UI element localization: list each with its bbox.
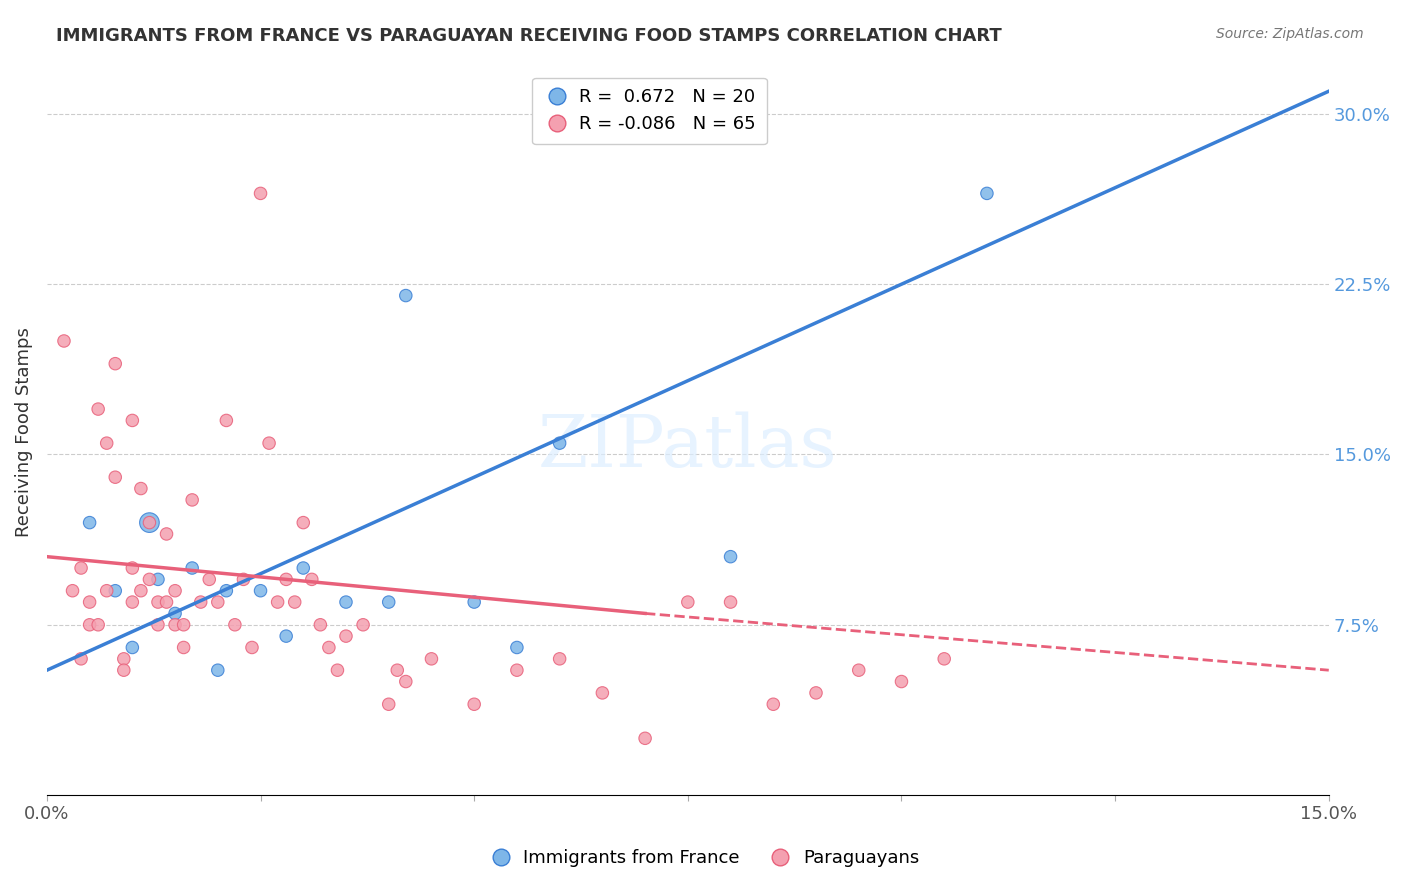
Point [335, 629, 357, 643]
Point [848, 663, 870, 677]
Point [138, 516, 160, 530]
Text: Source: ZipAtlas.com: Source: ZipAtlas.com [1216, 27, 1364, 41]
Point [104, 583, 127, 598]
Point [377, 698, 399, 712]
Point [591, 686, 613, 700]
Point [284, 595, 307, 609]
Point [96, 436, 118, 450]
Point [129, 583, 152, 598]
Point [146, 573, 169, 587]
Point [87, 617, 110, 632]
Point [240, 640, 263, 655]
Point [249, 583, 271, 598]
Point [377, 595, 399, 609]
Point [292, 516, 315, 530]
Point [249, 186, 271, 201]
Point [96, 583, 118, 598]
Point [155, 595, 177, 609]
Point [198, 573, 221, 587]
Point [463, 595, 485, 609]
Point [190, 595, 212, 609]
Point [146, 617, 169, 632]
Point [506, 640, 529, 655]
Point [121, 595, 143, 609]
Point [720, 595, 742, 609]
Point [87, 402, 110, 417]
Point [548, 652, 571, 666]
Y-axis label: Receiving Food Stamps: Receiving Food Stamps [15, 326, 32, 537]
Point [138, 573, 160, 587]
Legend: Immigrants from France, Paraguayans: Immigrants from France, Paraguayans [479, 842, 927, 874]
Point [762, 698, 785, 712]
Point [121, 561, 143, 575]
Point [224, 617, 246, 632]
Point [976, 186, 998, 201]
Point [62, 583, 84, 598]
Point [173, 617, 195, 632]
Point [335, 595, 357, 609]
Point [804, 686, 827, 700]
Point [165, 607, 187, 621]
Point [395, 288, 418, 302]
Point [215, 413, 238, 427]
Point [181, 492, 204, 507]
Point [301, 573, 323, 587]
Point [309, 617, 332, 632]
Point [257, 436, 280, 450]
Point [352, 617, 374, 632]
Point [934, 652, 956, 666]
Point [79, 595, 101, 609]
Point [266, 595, 288, 609]
Point [129, 482, 152, 496]
Text: ZIPatlas: ZIPatlas [538, 411, 838, 482]
Point [70, 652, 93, 666]
Point [104, 357, 127, 371]
Text: IMMIGRANTS FROM FRANCE VS PARAGUAYAN RECEIVING FOOD STAMPS CORRELATION CHART: IMMIGRANTS FROM FRANCE VS PARAGUAYAN REC… [56, 27, 1002, 45]
Point [121, 640, 143, 655]
Point [890, 674, 912, 689]
Point [215, 583, 238, 598]
Point [395, 674, 418, 689]
Point [232, 573, 254, 587]
Point [506, 663, 529, 677]
Point [79, 516, 101, 530]
Point [676, 595, 699, 609]
Point [181, 561, 204, 575]
Point [276, 629, 298, 643]
Point [79, 617, 101, 632]
Point [112, 652, 135, 666]
Point [165, 583, 187, 598]
Legend: R =  0.672   N = 20, R = -0.086   N = 65: R = 0.672 N = 20, R = -0.086 N = 65 [531, 78, 766, 145]
Point [276, 573, 298, 587]
Point [146, 595, 169, 609]
Point [53, 334, 76, 348]
Point [121, 413, 143, 427]
Point [420, 652, 443, 666]
Point [207, 663, 229, 677]
Point [207, 595, 229, 609]
Point [463, 698, 485, 712]
Point [112, 663, 135, 677]
Point [634, 731, 657, 746]
Point [165, 617, 187, 632]
Point [548, 436, 571, 450]
Point [326, 663, 349, 677]
Point [173, 640, 195, 655]
Point [387, 663, 409, 677]
Point [104, 470, 127, 484]
Point [720, 549, 742, 564]
Point [155, 527, 177, 541]
Point [292, 561, 315, 575]
Point [318, 640, 340, 655]
Point [138, 516, 160, 530]
Point [70, 561, 93, 575]
